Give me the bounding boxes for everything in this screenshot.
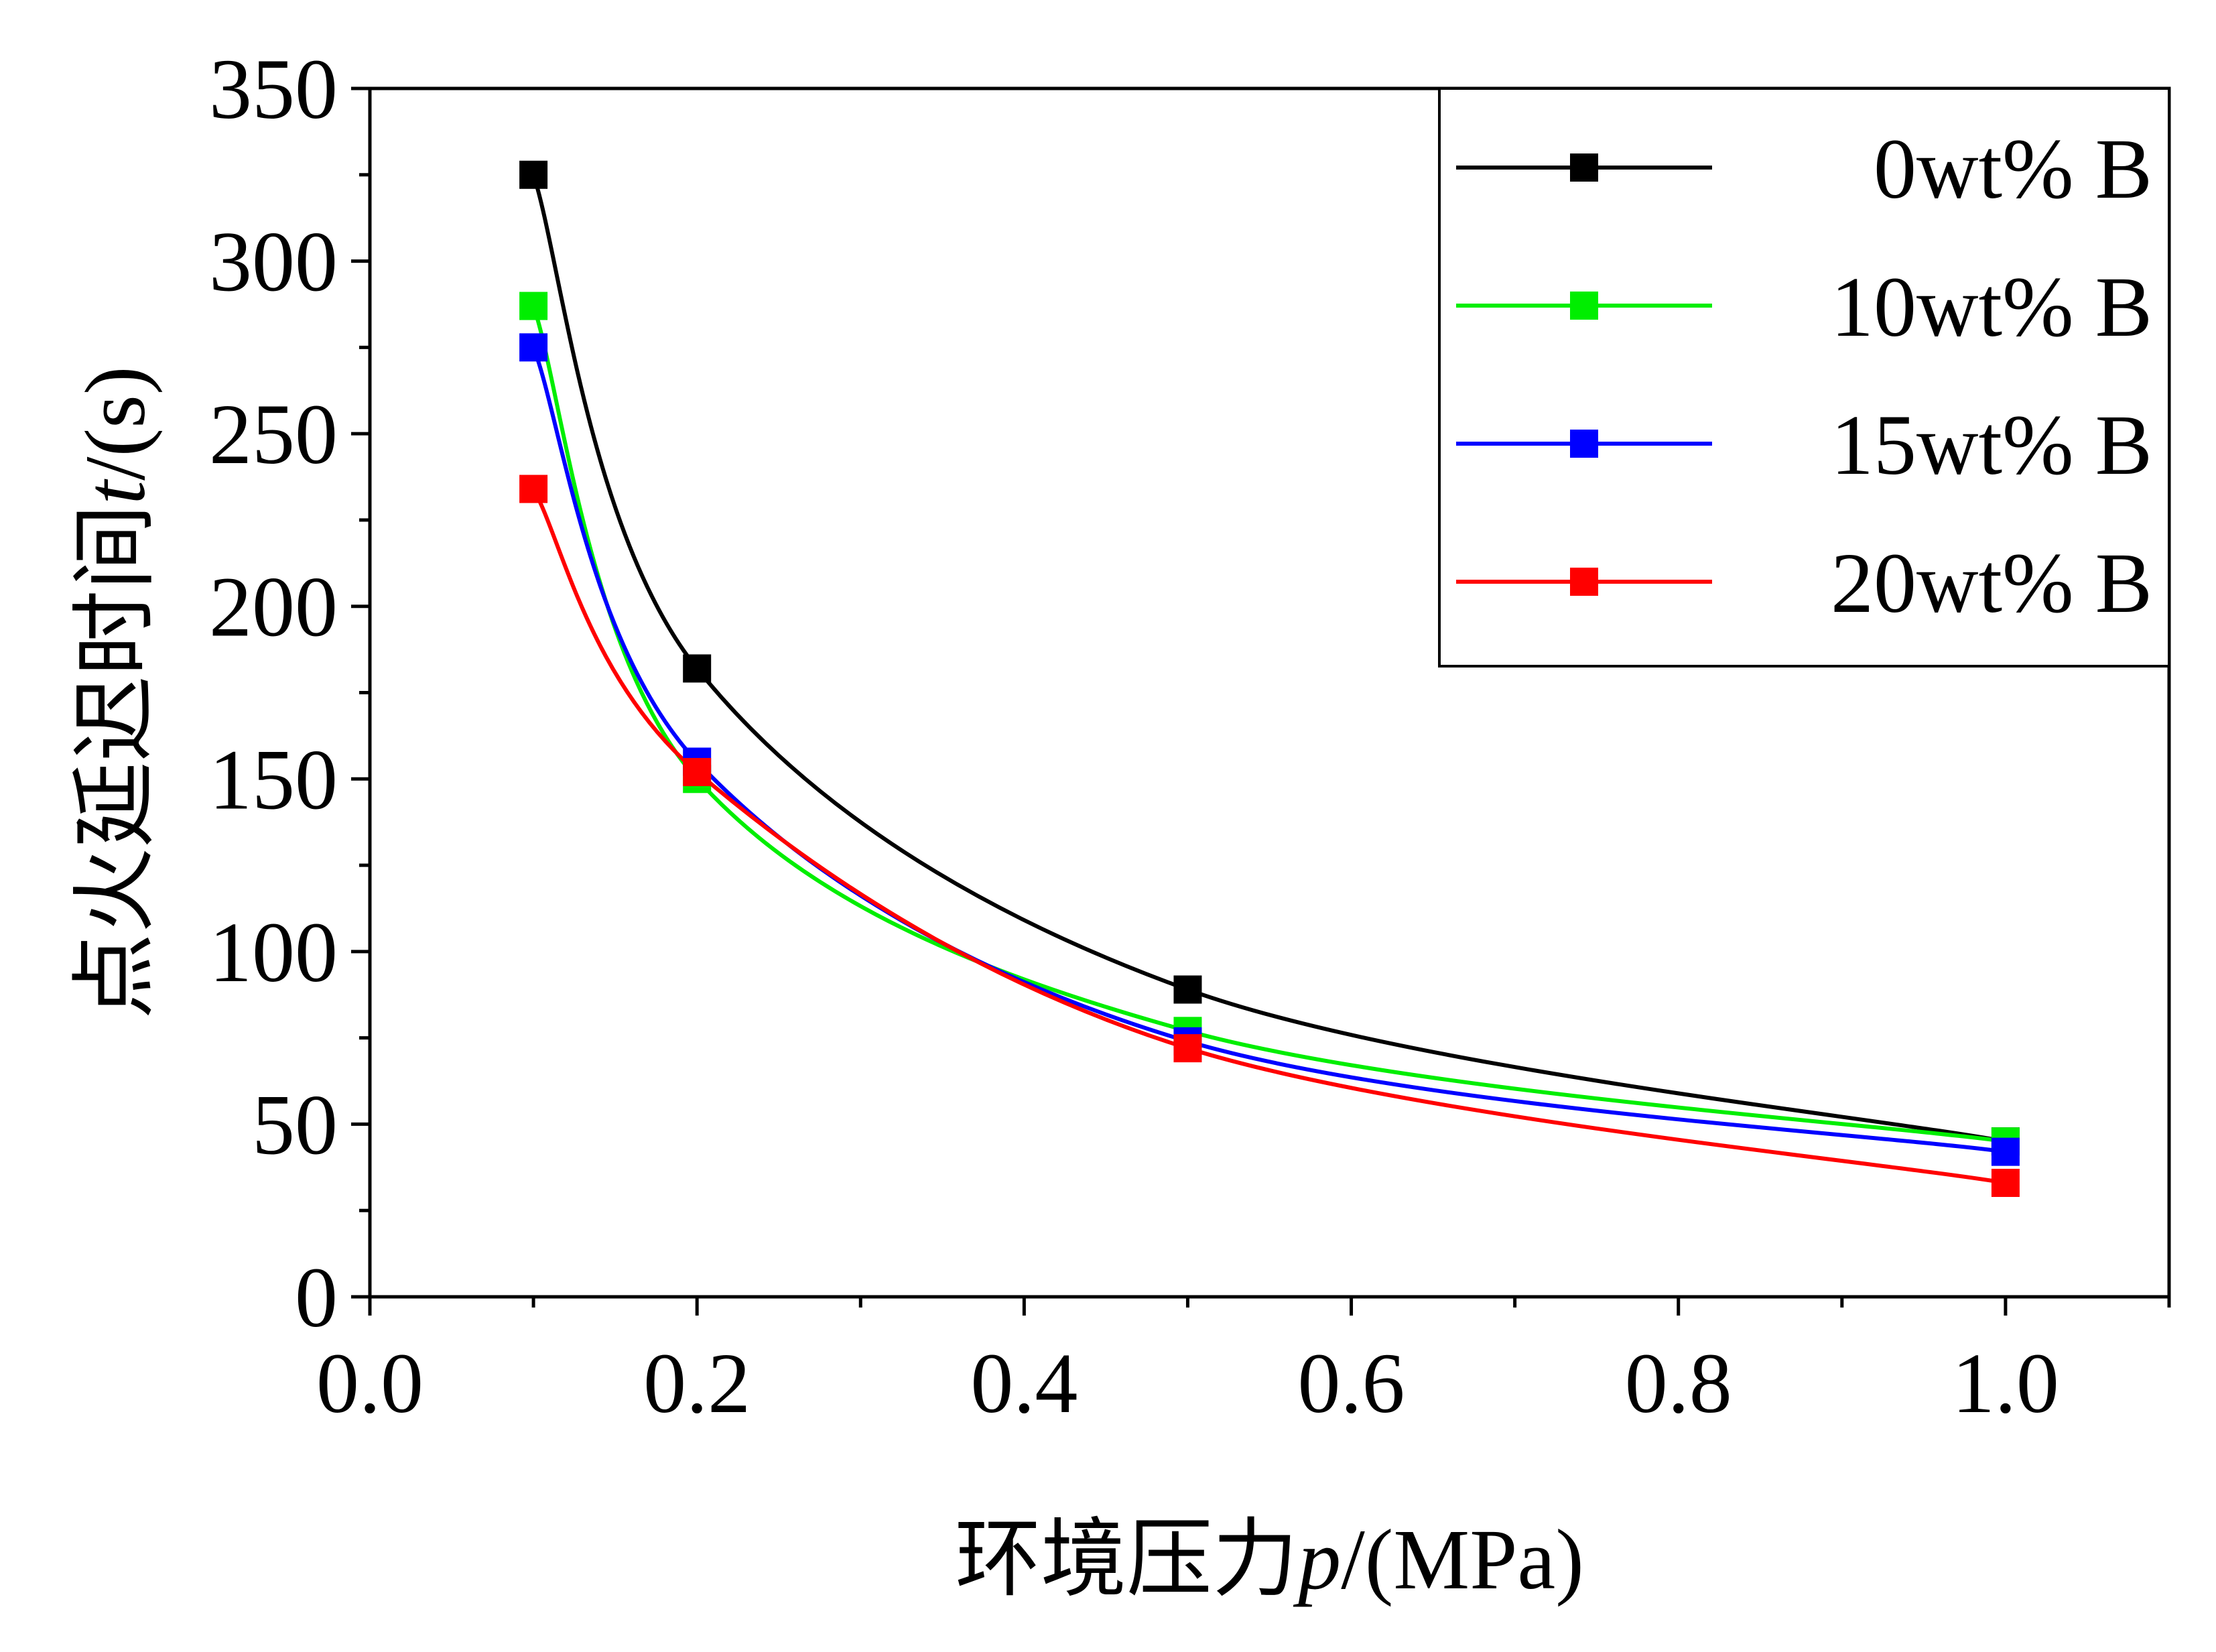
legend-marker-3 [1570,568,1598,596]
series-line-0 [531,174,2006,1144]
series-0-point [683,654,712,683]
x-tick-label: 0.4 [970,1336,1078,1431]
legend-label-1: 10wt% B [1831,259,2152,355]
legend-marker-2 [1570,430,1598,458]
series-3-point [683,757,712,786]
y-tick-label: 300 [209,214,338,310]
y-axis-tick-labels: 0 50 100 150 200 250 300 350 [209,42,338,1345]
legend-box [1438,87,2170,668]
y-tick-label: 50 [252,1077,338,1172]
series-markers [519,160,2020,1198]
y-tick-label: 200 [209,560,338,655]
series-2-point [519,333,548,362]
y-tick-label: 0 [295,1250,338,1345]
x-tick-label: 0.0 [316,1336,423,1431]
series-2-point [1991,1137,2020,1166]
legend-label-2: 15wt% B [1831,397,2152,493]
x-axis-ticks [368,1297,2171,1316]
series-3-point [1991,1169,2020,1198]
x-axis-tick-labels: 0.0 0.2 0.4 0.6 0.8 1.0 [316,1336,2059,1431]
x-tick-label: 0.2 [643,1336,751,1431]
y-tick-label: 250 [209,387,338,482]
y-tick-label: 350 [209,42,338,137]
series-3-point [519,474,548,503]
y-axis-ticks [351,86,370,1299]
series-curves [531,174,2006,1185]
y-axis-title: 点火延迟时间t/(s) [68,366,163,1019]
series-0-point [1173,975,1202,1004]
series-1-point [519,292,548,320]
x-axis-title: 环境压力p/(MPa) [955,1512,1584,1607]
legend-marker-1 [1570,292,1598,320]
series-0-point [519,160,548,189]
x-tick-label: 1.0 [1952,1336,2059,1431]
y-tick-label: 100 [209,905,338,1000]
series-3-point [1173,1034,1202,1063]
legend: 0wt% B 10wt% B 15wt% B 20wt% B [1438,87,2170,668]
x-tick-label: 0.6 [1298,1336,1405,1431]
series-line-3 [531,488,2006,1185]
x-tick-label: 0.8 [1625,1336,1732,1431]
legend-marker-0 [1570,153,1598,182]
legend-label-0: 0wt% B [1874,121,2152,216]
legend-label-3: 20wt% B [1831,535,2152,631]
y-tick-label: 150 [209,732,338,827]
